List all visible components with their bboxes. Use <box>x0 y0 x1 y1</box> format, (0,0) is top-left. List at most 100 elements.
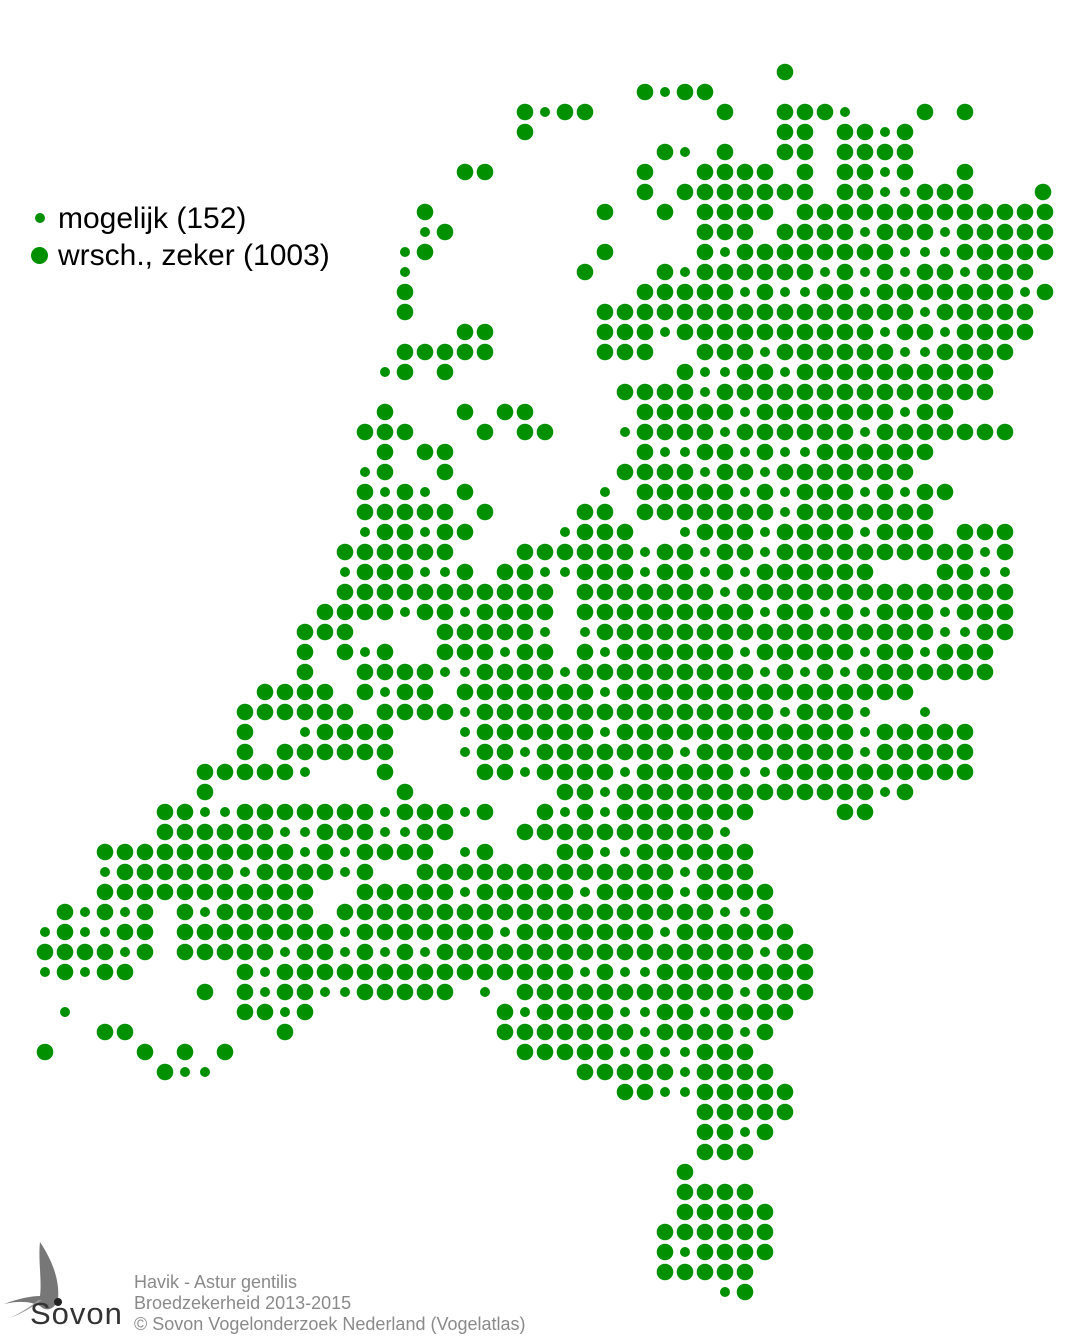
legend-item-possible: mogelijk (152) <box>30 200 330 237</box>
dot-probable-certain <box>696 283 714 301</box>
dot-probable-certain <box>516 723 534 741</box>
dot-possible <box>580 887 590 897</box>
dot-probable-certain <box>756 263 774 281</box>
dot-probable-certain <box>716 323 734 341</box>
dot-probable-certain <box>656 843 674 861</box>
dot-probable-certain <box>356 983 374 1001</box>
dot-probable-certain <box>856 583 874 601</box>
dot-possible <box>500 927 510 937</box>
dot-probable-certain <box>696 323 714 341</box>
dot-probable-certain <box>496 863 514 881</box>
dot-probable-certain <box>816 363 834 381</box>
dot-possible <box>760 467 770 477</box>
dot-probable-certain <box>436 983 454 1001</box>
dot-probable-certain <box>156 843 174 861</box>
dot-probable-certain <box>816 503 834 521</box>
dot-probable-certain <box>716 1263 734 1281</box>
dot-probable-certain <box>316 703 334 721</box>
dot-probable-certain <box>916 283 934 301</box>
dot-possible <box>860 747 870 757</box>
dot-possible <box>780 707 790 717</box>
dot-probable-certain <box>596 1003 614 1021</box>
dot-probable-certain <box>576 103 594 121</box>
dot-probable-certain <box>236 703 254 721</box>
dot-probable-certain <box>796 763 814 781</box>
dot-possible <box>740 1127 750 1137</box>
dot-probable-certain <box>436 363 454 381</box>
dot-possible <box>740 447 750 457</box>
dot-probable-certain <box>596 563 614 581</box>
dot-probable-certain <box>676 683 694 701</box>
dot-probable-certain <box>716 1183 734 1201</box>
dot-probable-certain <box>356 663 374 681</box>
dot-probable-certain <box>576 723 594 741</box>
dot-probable-certain <box>756 583 774 601</box>
dot-possible <box>940 627 950 637</box>
dot-possible <box>660 1047 670 1057</box>
dot-probable-certain <box>576 523 594 541</box>
dot-probable-certain <box>996 523 1014 541</box>
dot-probable-certain <box>676 383 694 401</box>
dot-probable-certain <box>616 683 634 701</box>
dot-probable-certain <box>876 303 894 321</box>
dot-probable-certain <box>296 903 314 921</box>
dot-probable-certain <box>876 623 894 641</box>
dot-probable-certain <box>736 1003 754 1021</box>
dot-probable-certain <box>856 683 874 701</box>
dot-possible <box>520 767 530 777</box>
dot-probable-certain <box>176 923 194 941</box>
dot-probable-certain <box>736 323 754 341</box>
dot-probable-certain <box>536 763 554 781</box>
dot-probable-certain <box>776 243 794 261</box>
dot-probable-certain <box>576 783 594 801</box>
dot-probable-certain <box>796 483 814 501</box>
dot-probable-certain <box>956 643 974 661</box>
dot-probable-certain <box>136 923 154 941</box>
dot-probable-certain <box>376 763 394 781</box>
dot-probable-certain <box>256 843 274 861</box>
dot-probable-certain <box>476 903 494 921</box>
dot-probable-certain <box>576 1043 594 1061</box>
dot-probable-certain <box>956 323 974 341</box>
dot-probable-certain <box>696 523 714 541</box>
dot-probable-certain <box>96 1023 114 1041</box>
dot-probable-certain <box>776 923 794 941</box>
dot-probable-certain <box>816 523 834 541</box>
dot-probable-certain <box>636 583 654 601</box>
dot-probable-certain <box>796 223 814 241</box>
dot-probable-certain <box>756 1003 774 1021</box>
dot-probable-certain <box>436 523 454 541</box>
dot-possible <box>680 527 690 537</box>
dot-probable-certain <box>236 803 254 821</box>
dot-probable-certain <box>796 603 814 621</box>
dot-probable-certain <box>56 903 74 921</box>
dot-possible <box>740 767 750 777</box>
dot-probable-certain <box>896 723 914 741</box>
dot-possible <box>820 267 830 277</box>
dot-probable-certain <box>716 343 734 361</box>
large-dot-icon <box>31 247 48 264</box>
dot-probable-certain <box>556 1023 574 1041</box>
dot-possible <box>740 287 750 297</box>
dot-probable-certain <box>896 603 914 621</box>
dot-probable-certain <box>716 783 734 801</box>
dot-probable-certain <box>696 1063 714 1081</box>
dot-probable-certain <box>136 863 154 881</box>
dot-probable-certain <box>936 483 954 501</box>
dot-probable-certain <box>936 543 954 561</box>
dot-probable-certain <box>396 843 414 861</box>
dot-probable-certain <box>376 923 394 941</box>
dot-possible <box>600 807 610 817</box>
dot-probable-certain <box>736 1243 754 1261</box>
dot-probable-certain <box>776 223 794 241</box>
dot-probable-certain <box>56 943 74 961</box>
dot-probable-certain <box>376 563 394 581</box>
dot-probable-certain <box>776 403 794 421</box>
dot-probable-certain <box>796 643 814 661</box>
dot-probable-certain <box>676 963 694 981</box>
dot-probable-certain <box>676 763 694 781</box>
dot-probable-certain <box>96 963 114 981</box>
dot-probable-certain <box>516 563 534 581</box>
dot-probable-certain <box>496 703 514 721</box>
dot-probable-certain <box>276 803 294 821</box>
